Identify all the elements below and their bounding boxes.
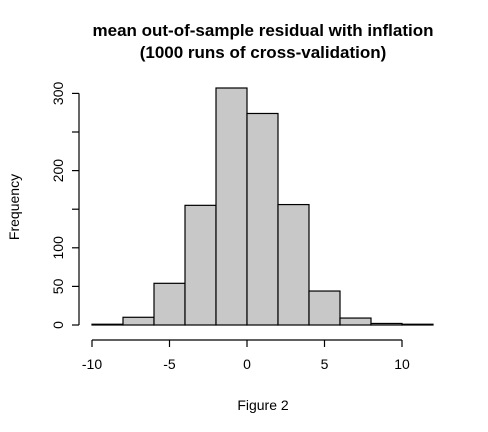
y-axis: 0 50 100 200 300	[50, 82, 80, 329]
chart-title-line-1: mean out-of-sample residual with inflati…	[93, 21, 434, 40]
histogram-bar	[246, 112, 279, 326]
histogram-bar	[153, 282, 186, 326]
histogram-bar	[184, 204, 217, 326]
histogram-bars	[91, 87, 434, 326]
histogram-bar	[277, 203, 310, 326]
chart-title-line-2: (1000 runs of cross-validation)	[140, 43, 387, 62]
histogram-bar	[91, 323, 124, 326]
histogram-bar	[122, 316, 155, 326]
histogram-bar	[401, 323, 434, 326]
histogram-bar	[308, 290, 341, 326]
y-tick-label: 50	[50, 278, 66, 294]
x-tick-label: -5	[163, 356, 176, 372]
y-tick-label: 200	[50, 159, 66, 183]
x-tick-label: 5	[321, 356, 329, 372]
x-axis-label: Figure 2	[237, 397, 289, 413]
x-axis: -10 -5 0 5 10	[82, 339, 410, 372]
histogram-bar	[370, 322, 403, 326]
y-tick-label: 0	[50, 321, 66, 329]
y-tick-label: 300	[50, 82, 66, 106]
x-tick-label: 0	[243, 356, 251, 372]
x-tick-label: -10	[82, 356, 102, 372]
y-tick-label: 100	[50, 236, 66, 260]
histogram-bar	[339, 317, 372, 326]
histogram-bar	[215, 87, 248, 326]
x-tick-label: 10	[394, 356, 410, 372]
y-axis-label: Frequency	[6, 174, 22, 240]
